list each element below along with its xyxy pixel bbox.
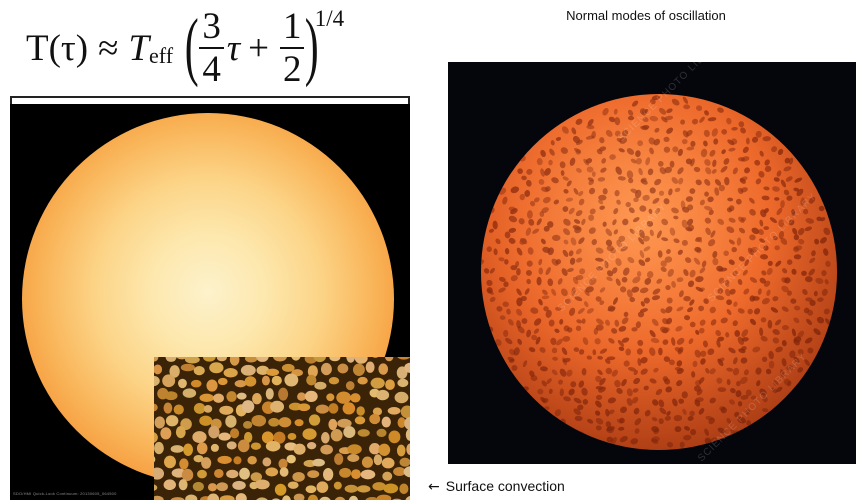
formula-frac2-numerator: 1	[279, 8, 305, 49]
formula-frac1-denominator: 4	[202, 49, 221, 90]
formula-frac2-denominator: 2	[282, 49, 302, 90]
oscillation-pattern	[481, 95, 831, 448]
formula-exponent: 1/4	[314, 6, 345, 31]
formula-open-paren: (	[184, 4, 199, 88]
formula-fraction-3-4: 3 4	[199, 8, 224, 88]
oscillation-title: Normal modes of oscillation	[566, 8, 726, 23]
formula-t: T	[128, 27, 150, 69]
surface-convection-text: Surface convection	[445, 478, 565, 494]
formula-tau: τ	[226, 27, 241, 69]
oscillating-star-sphere	[481, 94, 837, 450]
oscillation-image-panel: SCIENCE PHOTO LIBRARY SCIENCE PHOTO LIBR…	[448, 62, 856, 464]
granulation-texture	[154, 357, 410, 500]
surface-convection-label: ← Surface convection	[428, 478, 565, 495]
convection-granulation-inset	[154, 357, 410, 500]
sun-image-caption: SDO/HMI Quick-Look Continuum: 20130605_0…	[13, 491, 117, 496]
sun-image-panel: SDO/HMI Quick-Look Continuum: 20130605_0…	[10, 104, 410, 500]
formula-frac1-numerator: 3	[199, 8, 224, 49]
formula-bracket	[10, 96, 410, 104]
sphere-shading	[481, 94, 837, 450]
formula-plus: +	[248, 27, 269, 69]
formula-fraction-1-2: 1 2	[279, 8, 305, 90]
formula-approx: ≈	[98, 27, 119, 69]
formula-t-subscript: eff	[149, 43, 174, 68]
formula-close-paren: )	[305, 4, 320, 88]
left-arrow-icon: ←	[428, 479, 440, 495]
formula-lhs: T(τ)	[26, 27, 89, 69]
